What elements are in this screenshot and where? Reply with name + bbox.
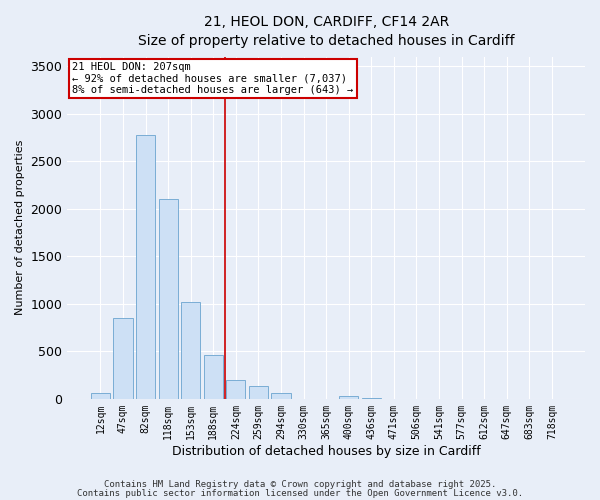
Bar — [136, 134, 155, 399]
Text: Contains HM Land Registry data © Crown copyright and database right 2025.: Contains HM Land Registry data © Crown c… — [104, 480, 496, 489]
Text: 21 HEOL DON: 207sqm
← 92% of detached houses are smaller (7,037)
8% of semi-deta: 21 HEOL DON: 207sqm ← 92% of detached ho… — [73, 62, 354, 95]
Bar — [158, 199, 178, 399]
Text: Contains public sector information licensed under the Open Government Licence v3: Contains public sector information licen… — [77, 488, 523, 498]
Bar — [181, 302, 200, 399]
Bar — [203, 355, 223, 399]
Bar — [226, 380, 245, 399]
Bar — [113, 318, 133, 399]
X-axis label: Distribution of detached houses by size in Cardiff: Distribution of detached houses by size … — [172, 444, 481, 458]
Y-axis label: Number of detached properties: Number of detached properties — [15, 140, 25, 316]
Bar — [339, 396, 358, 399]
Title: 21, HEOL DON, CARDIFF, CF14 2AR
Size of property relative to detached houses in : 21, HEOL DON, CARDIFF, CF14 2AR Size of … — [138, 15, 514, 48]
Bar — [271, 393, 290, 399]
Bar — [362, 398, 381, 399]
Bar — [249, 386, 268, 399]
Bar — [91, 393, 110, 399]
